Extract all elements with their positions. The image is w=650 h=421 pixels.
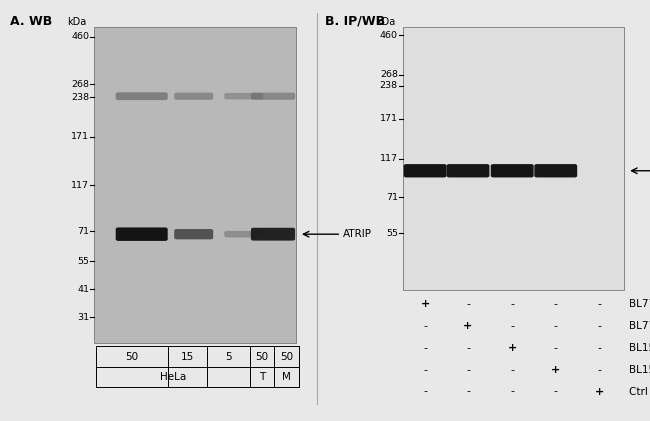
Text: -: - (554, 321, 558, 331)
Text: 5: 5 (225, 352, 231, 362)
Text: -: - (554, 386, 558, 397)
Text: +: + (551, 365, 560, 375)
Text: 50: 50 (125, 352, 138, 362)
FancyBboxPatch shape (404, 164, 447, 178)
Text: 171: 171 (380, 114, 398, 123)
FancyBboxPatch shape (491, 164, 534, 178)
FancyBboxPatch shape (447, 164, 489, 178)
Text: -: - (597, 299, 601, 309)
Text: -: - (423, 321, 427, 331)
Bar (94, 27, 296, 343)
Text: -: - (466, 386, 470, 397)
Text: 55: 55 (77, 256, 89, 266)
FancyBboxPatch shape (174, 229, 213, 239)
Text: 171: 171 (71, 133, 89, 141)
Text: 117: 117 (380, 155, 398, 163)
Text: -: - (554, 299, 558, 309)
Text: 460: 460 (71, 32, 89, 41)
Text: 71: 71 (386, 192, 398, 202)
Text: -: - (554, 343, 558, 353)
Text: kDa: kDa (67, 17, 86, 27)
Text: A. WB: A. WB (10, 15, 52, 28)
Text: BL773 IP: BL773 IP (629, 299, 650, 309)
Text: +: + (508, 343, 517, 353)
Text: BL774 IP: BL774 IP (629, 321, 650, 331)
Text: -: - (466, 343, 470, 353)
Text: HeLa: HeLa (160, 372, 187, 382)
Text: 50: 50 (280, 352, 293, 362)
Text: 31: 31 (77, 313, 89, 322)
Text: -: - (510, 321, 514, 331)
Text: -: - (423, 386, 427, 397)
Text: -: - (597, 321, 601, 331)
FancyBboxPatch shape (116, 92, 168, 100)
Text: 238: 238 (380, 81, 398, 90)
Text: 268: 268 (71, 80, 89, 89)
Text: -: - (423, 343, 427, 353)
FancyBboxPatch shape (224, 231, 263, 237)
Text: 71: 71 (77, 226, 89, 235)
Text: 55: 55 (386, 229, 398, 237)
Text: 238: 238 (71, 93, 89, 102)
Text: M: M (282, 372, 291, 382)
Text: +: + (595, 386, 604, 397)
Text: +: + (463, 321, 473, 331)
Text: -: - (597, 365, 601, 375)
Text: +: + (421, 299, 430, 309)
Text: 50: 50 (255, 352, 268, 362)
Text: 117: 117 (71, 181, 89, 190)
Text: 268: 268 (380, 70, 398, 79)
Text: BL1536 IP: BL1536 IP (629, 343, 650, 353)
Text: -: - (510, 365, 514, 375)
Text: Ctrl IgG IP: Ctrl IgG IP (629, 386, 650, 397)
Text: -: - (466, 365, 470, 375)
Text: -: - (466, 299, 470, 309)
FancyBboxPatch shape (174, 93, 213, 100)
Text: ATRIP: ATRIP (343, 229, 372, 239)
Text: B. IP/WB: B. IP/WB (325, 15, 385, 28)
FancyBboxPatch shape (224, 93, 263, 99)
Bar (403, 27, 624, 290)
Text: 15: 15 (181, 352, 194, 362)
Text: -: - (510, 299, 514, 309)
Text: -: - (597, 343, 601, 353)
FancyBboxPatch shape (251, 228, 295, 241)
Text: kDa: kDa (376, 17, 395, 27)
Text: T: T (259, 372, 265, 382)
Text: 41: 41 (77, 285, 89, 294)
Text: 460: 460 (380, 31, 398, 40)
Text: BL1537 IP: BL1537 IP (629, 365, 650, 375)
FancyBboxPatch shape (251, 93, 295, 100)
Text: -: - (510, 386, 514, 397)
FancyBboxPatch shape (116, 227, 168, 241)
FancyBboxPatch shape (534, 164, 577, 178)
Text: -: - (423, 365, 427, 375)
